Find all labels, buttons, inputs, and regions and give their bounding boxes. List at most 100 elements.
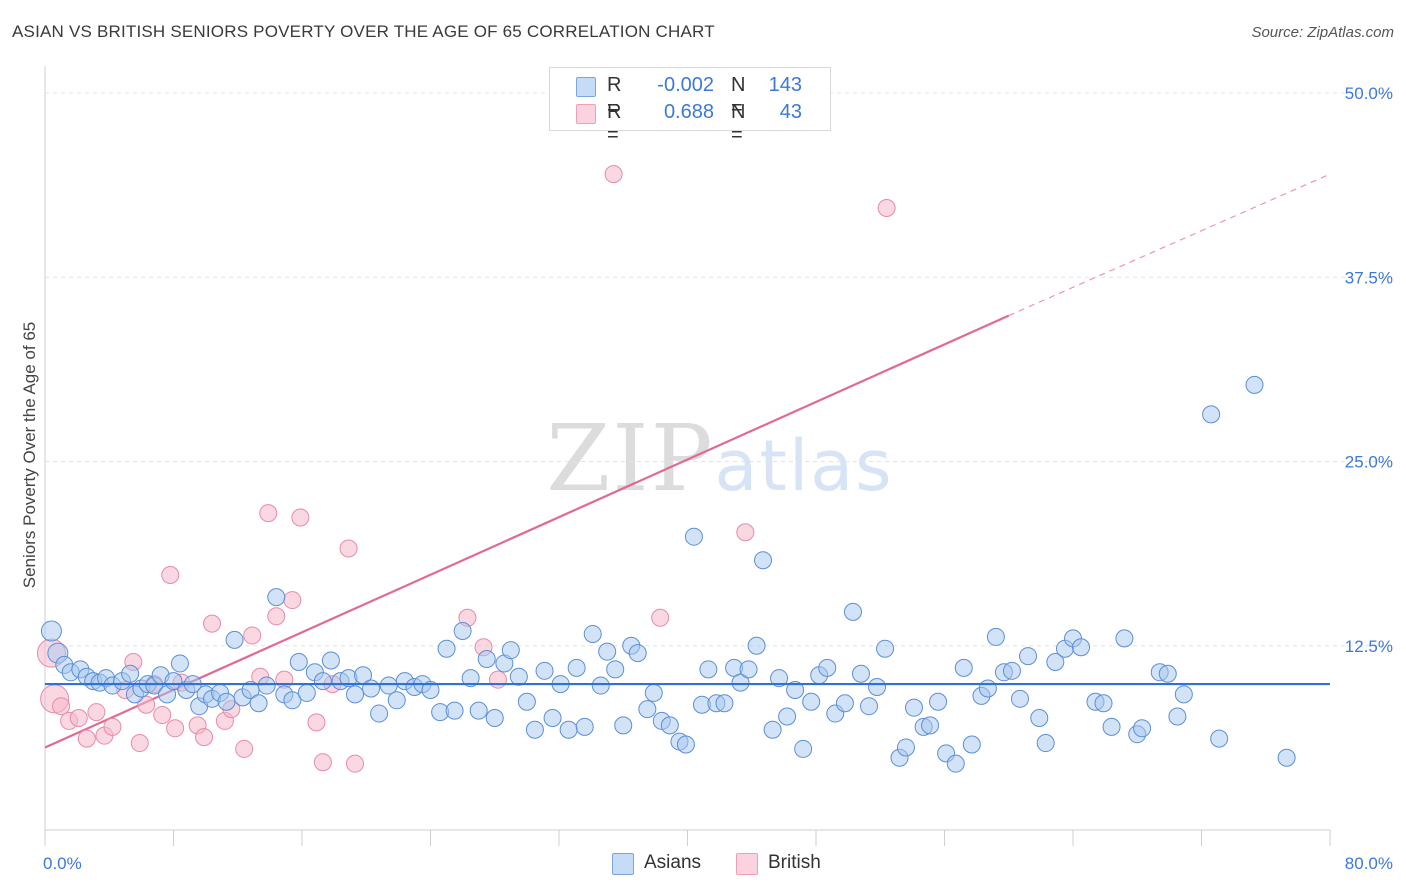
asian-point bbox=[786, 680, 805, 699]
asian-point bbox=[1210, 729, 1229, 748]
asian-point bbox=[954, 658, 973, 677]
asian-point bbox=[644, 683, 663, 702]
asian-point bbox=[1030, 708, 1049, 727]
asian-point bbox=[778, 707, 797, 726]
british-point bbox=[203, 614, 222, 633]
x-tick-label: 80.0% bbox=[1345, 854, 1393, 873]
british-point bbox=[161, 566, 180, 585]
asian-point bbox=[421, 680, 440, 699]
asian-point bbox=[1133, 719, 1152, 738]
british-trend-line bbox=[44, 173, 1331, 749]
british-point bbox=[267, 607, 286, 626]
asian-point bbox=[535, 661, 554, 680]
asian-point bbox=[559, 720, 578, 739]
grid bbox=[45, 92, 1390, 647]
asian-point bbox=[876, 639, 895, 658]
asian-point bbox=[986, 627, 1005, 646]
chart-title: ASIAN VS BRITISH SENIORS POVERTY OVER TH… bbox=[12, 22, 715, 41]
asian-point bbox=[121, 664, 140, 683]
n-value: 43 bbox=[779, 101, 802, 123]
correlation-legend: R = -0.002 N = 143 R = 0.688 N = 43 bbox=[549, 67, 831, 146]
british-point bbox=[291, 508, 310, 527]
asian-point bbox=[614, 716, 633, 735]
r-label: R = bbox=[607, 101, 622, 146]
asian-point bbox=[731, 673, 750, 692]
asian-point bbox=[835, 694, 854, 713]
n-label: N = bbox=[731, 101, 746, 146]
asian-point bbox=[843, 602, 862, 621]
asian-point bbox=[313, 672, 332, 691]
r-value: 0.688 bbox=[663, 101, 714, 123]
watermark-zip: ZIP bbox=[546, 405, 714, 512]
british-point bbox=[137, 695, 156, 714]
british-point bbox=[77, 729, 96, 748]
british-point bbox=[195, 728, 214, 747]
asian-point bbox=[485, 708, 504, 727]
asian-point bbox=[699, 660, 718, 679]
asian-point bbox=[170, 654, 189, 673]
asian-point bbox=[477, 650, 496, 669]
asian-point bbox=[1046, 652, 1065, 671]
y-tick-label: 25.0% bbox=[1345, 453, 1393, 472]
asian-point bbox=[501, 641, 520, 660]
asian-point bbox=[739, 660, 758, 679]
asian-point bbox=[40, 620, 62, 642]
source-label: Source: ZipAtlas.com bbox=[1251, 24, 1394, 41]
asian-point bbox=[379, 676, 398, 695]
asian-point bbox=[1036, 734, 1055, 753]
asian-point bbox=[543, 708, 562, 727]
british-point bbox=[69, 708, 88, 727]
y-tick-label: 50.0% bbox=[1345, 84, 1393, 103]
british-point bbox=[488, 670, 507, 689]
asian-point bbox=[684, 527, 703, 546]
british-trend-solid bbox=[44, 314, 1010, 749]
asian-point bbox=[1174, 685, 1193, 704]
british-point bbox=[313, 753, 332, 772]
watermark-atlas: atlas bbox=[715, 425, 894, 507]
asian-point bbox=[962, 735, 981, 754]
asian-point bbox=[387, 691, 406, 710]
n-label: N = bbox=[731, 74, 746, 119]
y-tick-label: 37.5% bbox=[1345, 268, 1393, 287]
asian-point bbox=[1202, 405, 1221, 424]
asian-point bbox=[1102, 717, 1121, 736]
british-point bbox=[166, 719, 185, 738]
asian-point bbox=[567, 658, 586, 677]
british-point bbox=[153, 706, 172, 725]
asian-point bbox=[628, 644, 647, 663]
asian-point bbox=[225, 630, 244, 649]
british-point bbox=[877, 199, 896, 218]
asian-point bbox=[591, 676, 610, 695]
x-tick-labels: 0.0% 80.0% bbox=[43, 854, 1393, 873]
asian-point bbox=[1115, 629, 1134, 648]
asian-point bbox=[676, 735, 695, 754]
asian-point bbox=[747, 636, 766, 655]
asian-point bbox=[283, 691, 302, 710]
british-point bbox=[130, 734, 149, 753]
asian-point bbox=[896, 738, 915, 757]
asian-point bbox=[517, 692, 536, 711]
asian-point bbox=[660, 716, 679, 735]
watermark: ZIPatlas bbox=[546, 405, 893, 512]
asian-point bbox=[1277, 748, 1296, 767]
asian-point bbox=[1002, 661, 1021, 680]
asian-point bbox=[929, 692, 948, 711]
asian-point bbox=[445, 701, 464, 720]
asian-point bbox=[453, 622, 472, 641]
british-point bbox=[243, 626, 262, 645]
asian-point bbox=[715, 694, 734, 713]
british-trend-dashed bbox=[1008, 173, 1331, 317]
british-point bbox=[103, 717, 122, 736]
asian-point bbox=[289, 652, 308, 671]
legend-label: Asians bbox=[644, 852, 702, 873]
asian-point bbox=[164, 672, 183, 691]
asian-point bbox=[249, 694, 268, 713]
asian-point bbox=[297, 683, 316, 702]
asian-point bbox=[763, 720, 782, 739]
asian-point bbox=[802, 692, 821, 711]
british-point bbox=[283, 591, 302, 610]
british-point bbox=[87, 703, 106, 722]
british-point bbox=[235, 739, 254, 758]
asian-point bbox=[921, 716, 940, 735]
asian-point bbox=[638, 700, 657, 719]
